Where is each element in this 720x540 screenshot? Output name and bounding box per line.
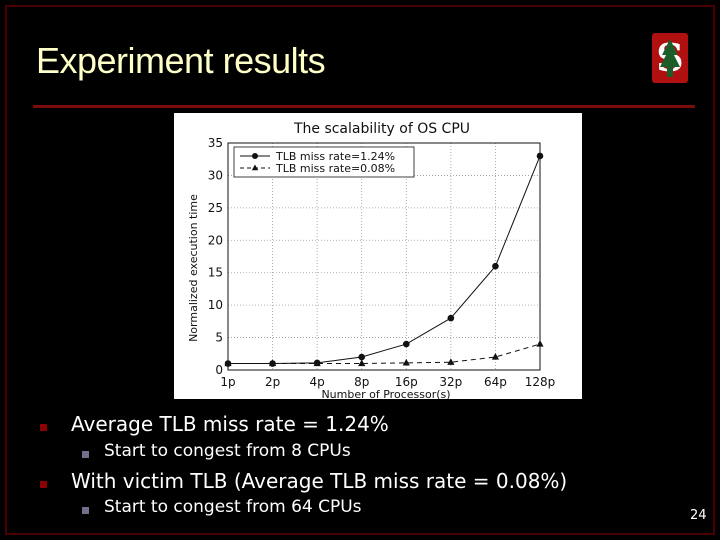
legend-box xyxy=(233,146,415,178)
y-tick-label: 10 xyxy=(208,298,223,312)
bullet-item: Average TLB miss rate = 1.24% xyxy=(71,412,389,436)
y-tick-label: 15 xyxy=(208,266,223,280)
y-tick-label: 5 xyxy=(215,331,223,345)
page-number: 24 xyxy=(690,508,707,523)
title-divider xyxy=(33,105,695,108)
x-tick-label: 8p xyxy=(354,375,369,389)
bullet-item: With victim TLB (Average TLB miss rate =… xyxy=(71,469,568,493)
data-point xyxy=(268,359,277,367)
series-line xyxy=(228,343,541,365)
sub-bullet-marker xyxy=(82,507,89,514)
data-point xyxy=(402,358,410,366)
chart-legend: TLB miss rate=1.24%TLB miss rate=0.08% xyxy=(233,146,415,178)
x-tick-label: 32p xyxy=(439,375,462,389)
legend-marker xyxy=(252,153,258,159)
data-point xyxy=(447,358,455,365)
data-point xyxy=(358,359,366,367)
y-tick-label: 25 xyxy=(208,201,223,215)
stanford-logo: S xyxy=(652,33,688,83)
chart-panel: The scalability of OS CPU 0 5 10 15 20 25 30 35… xyxy=(174,113,582,401)
data-point xyxy=(224,359,232,367)
plot-frame xyxy=(227,142,541,371)
x-tick-label: 16p xyxy=(395,375,418,389)
chart-title: The scalability of OS CPU xyxy=(293,121,470,137)
data-point xyxy=(447,314,455,322)
data-point xyxy=(358,353,366,361)
legend-marker xyxy=(251,164,259,171)
bullet-marker xyxy=(40,481,47,488)
bullet-marker xyxy=(40,424,47,431)
slide-title: Experiment results xyxy=(36,40,326,81)
data-point xyxy=(402,340,410,348)
sub-bullet-item: Start to congest from 64 CPUs xyxy=(104,497,362,517)
y-tick-label: 0 xyxy=(215,363,223,377)
x-tick-label: 1p xyxy=(220,375,235,389)
data-point xyxy=(491,353,500,360)
legend-entry: TLB miss rate=1.24% xyxy=(275,150,395,163)
sub-bullet-item: Start to congest from 8 CPUs xyxy=(104,441,351,461)
data-point xyxy=(536,152,544,160)
x-tick-label: 64p xyxy=(484,375,507,389)
slide-frame xyxy=(5,5,715,535)
y-tick-label: 20 xyxy=(208,233,223,247)
y-axis-label: Normalized execution time xyxy=(187,194,200,342)
scalability-chart: The scalability of OS CPU 0 5 10 15 20 25 30 35… xyxy=(187,121,556,401)
data-point xyxy=(492,262,499,270)
x-tick-label: 128p xyxy=(525,375,556,389)
y-tick-label: 30 xyxy=(208,168,223,182)
x-tick-label: 4p xyxy=(310,375,325,389)
sub-bullet-marker xyxy=(82,451,89,458)
x-axis-label: Number of Processor(s) xyxy=(321,388,450,399)
x-tick-label: 2p xyxy=(265,375,280,389)
series-line xyxy=(228,155,541,365)
legend-entry: TLB miss rate=0.08% xyxy=(275,162,395,175)
y-tick-label: 35 xyxy=(208,136,223,150)
data-point xyxy=(313,359,321,367)
data-point xyxy=(536,340,544,347)
